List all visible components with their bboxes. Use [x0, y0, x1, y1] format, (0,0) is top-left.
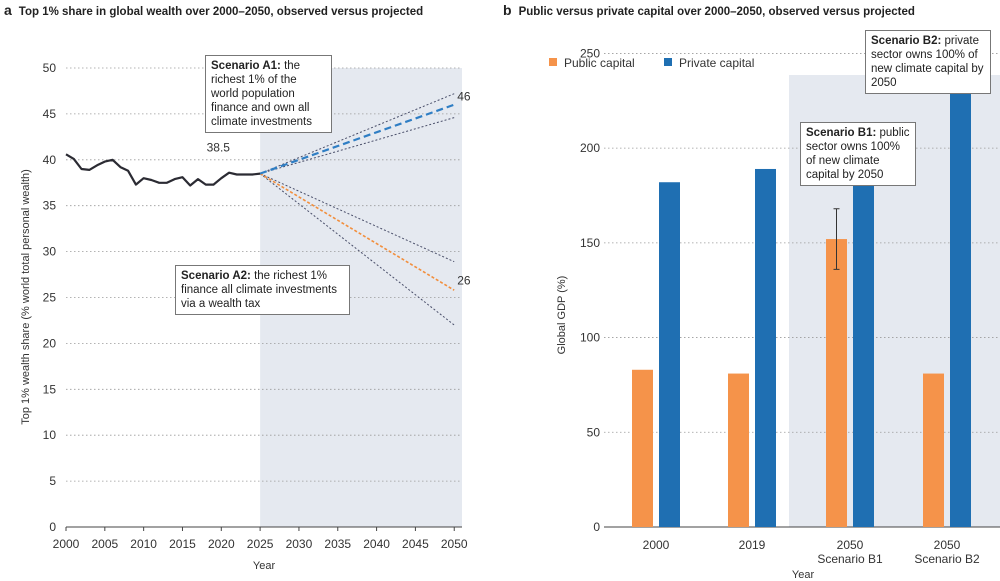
scenario-a1-line	[259, 103, 455, 175]
x-category-label: 2019	[739, 538, 766, 552]
y-axis-title: Global GDP (%)	[556, 276, 568, 355]
panel-b-title-text: Public versus private capital over 2000–…	[518, 6, 915, 18]
data-label: 26	[457, 273, 471, 287]
y-tick-label: 40	[43, 153, 57, 167]
public-capital-bar	[923, 373, 944, 527]
x-tick-label: 2045	[402, 537, 429, 551]
private-capital-bar	[659, 182, 680, 527]
scenario-b1-text: public sector owns 100% of new climate c…	[806, 127, 910, 181]
panel-a-title-text: Top 1% share in global wealth over 2000–…	[18, 6, 424, 18]
y-tick-label: 15	[43, 382, 57, 396]
x-axis-title: Year	[792, 569, 815, 581]
y-tick-label: 100	[580, 331, 600, 345]
scenario-a2-text: the richest 1% finance all climate inves…	[181, 270, 337, 310]
y-tick-label: 20	[43, 336, 57, 350]
private-capital-bar	[853, 168, 874, 527]
panel-a-title: a Top 1% share in global wealth over 2000…	[4, 2, 423, 18]
scenario-a2-upper-band	[259, 173, 455, 263]
x-tick-label: 2035	[324, 537, 351, 551]
panel-b-title: b Public versus private capital over 2000…	[503, 2, 915, 18]
y-tick-label: 30	[43, 245, 57, 259]
data-label: 38.5	[207, 141, 231, 155]
y-tick-label: 10	[43, 428, 57, 442]
x-tick-label: 2025	[247, 537, 274, 551]
legend-swatch	[664, 58, 672, 66]
legend-swatch	[549, 58, 557, 66]
y-tick-label: 250	[580, 46, 600, 60]
scenario-b1-annotation: Scenario B1: public sector owns 100% of …	[800, 122, 916, 186]
scenario-a1-text: the richest 1% of the world population f…	[211, 60, 312, 128]
scenario-b2-annotation: Scenario B2: private sector owns 100% of…	[865, 30, 991, 94]
x-tick-label: 2040	[363, 537, 390, 551]
x-category-label: 2000	[643, 538, 670, 552]
x-axis-title: Year	[253, 560, 276, 572]
legend-label: Public capital	[564, 56, 635, 70]
x-category-label: 2050 Scenario B2	[914, 538, 980, 566]
x-tick-label: 2010	[130, 537, 157, 551]
y-tick-label: 35	[43, 199, 57, 213]
y-tick-label: 5	[49, 474, 56, 488]
y-tick-label: 0	[49, 520, 56, 534]
scenario-a1-annotation: Scenario A1: the richest 1% of the world…	[205, 55, 332, 133]
x-category-label: 2050 Scenario B1	[817, 538, 883, 566]
x-tick-label: 2020	[208, 537, 235, 551]
scenario-a2-lower-band	[259, 173, 455, 326]
scenario-b2-text: private sector owns 100% of new climate …	[871, 35, 984, 89]
y-tick-label: 200	[580, 141, 600, 155]
y-tick-label: 25	[43, 291, 57, 305]
scenario-a1-lower-band	[259, 117, 455, 175]
scenario-a2-line	[259, 172, 455, 291]
scenario-a1-label: Scenario A1:	[211, 60, 281, 72]
private-capital-bar	[950, 62, 971, 528]
y-axis-title: Top 1% wealth share (% world total perso…	[20, 169, 32, 425]
y-tick-label: 0	[593, 520, 600, 534]
private-capital-bar	[755, 168, 776, 527]
x-tick-label: 2050	[441, 537, 468, 551]
public-capital-bar	[826, 239, 847, 528]
x-tick-label: 2000	[53, 537, 80, 551]
panel-b-letter: b	[503, 2, 512, 18]
public-capital-bar	[632, 369, 653, 527]
y-tick-label: 45	[43, 107, 57, 121]
y-tick-label: 50	[587, 425, 601, 439]
scenario-a2-annotation: Scenario A2: the richest 1% finance all …	[175, 265, 350, 315]
x-tick-label: 2015	[169, 537, 196, 551]
observed-line	[65, 153, 261, 187]
scenario-b1-label: Scenario B1:	[806, 127, 877, 139]
scenario-b2-label: Scenario B2:	[871, 35, 942, 47]
x-tick-label: 2030	[286, 537, 313, 551]
legend-label: Private capital	[679, 56, 754, 70]
y-tick-label: 50	[43, 61, 57, 75]
scenario-a2-label: Scenario A2:	[181, 270, 251, 282]
public-capital-bar	[728, 373, 749, 527]
x-tick-label: 2005	[91, 537, 118, 551]
data-label: 46	[457, 90, 471, 104]
panel-a-letter: a	[4, 2, 12, 18]
y-tick-label: 150	[580, 236, 600, 250]
scenario-a1-upper-band	[259, 93, 455, 175]
